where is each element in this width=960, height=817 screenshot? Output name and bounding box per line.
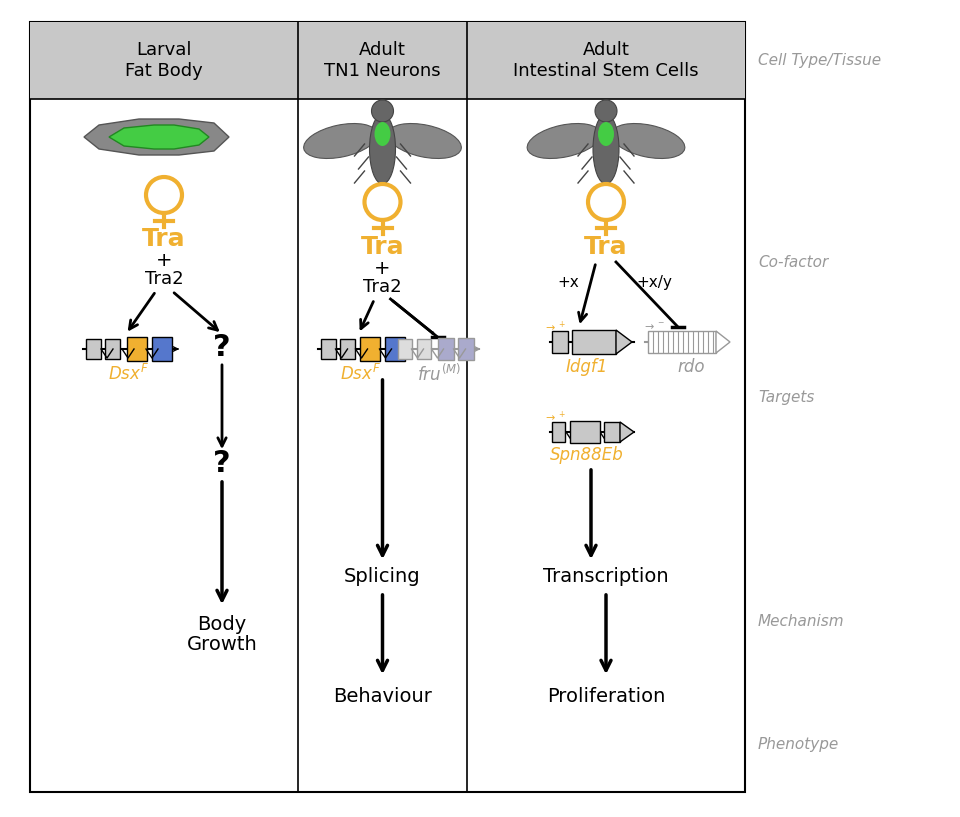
Polygon shape [616,330,632,354]
Polygon shape [84,119,229,155]
Text: Spn88Eb: Spn88Eb [550,446,624,464]
Bar [438,338,453,360]
Text: Growth: Growth [186,635,257,654]
Bar [321,339,335,359]
Text: $\rightarrow^+$: $\rightarrow^+$ [542,319,565,333]
Text: $fru^{(M)}$: $fru^{(M)}$ [418,364,462,385]
Polygon shape [109,125,209,149]
Polygon shape [716,331,730,353]
Bar [604,422,620,442]
Text: Behaviour: Behaviour [333,687,432,707]
Text: +: + [374,258,391,278]
Bar [417,339,430,359]
Text: $\rightarrow^-$: $\rightarrow^-$ [641,321,664,331]
Ellipse shape [303,123,377,158]
Bar [127,337,147,361]
Bar [385,337,404,361]
Polygon shape [620,422,634,442]
Text: Transcription: Transcription [543,568,669,587]
Text: Cell Type/Tissue: Cell Type/Tissue [758,52,881,68]
Text: Splicing: Splicing [345,568,420,587]
Bar [30,22,745,792]
Bar [105,339,120,359]
Bar [152,337,172,361]
Ellipse shape [598,122,614,146]
Ellipse shape [527,123,601,158]
Bar [340,339,354,359]
Bar [648,331,716,353]
Text: Tra: Tra [361,235,404,259]
Text: Body: Body [198,614,247,633]
Ellipse shape [388,123,462,158]
Text: $Dsx^F$: $Dsx^F$ [108,364,149,384]
Text: Proliferation: Proliferation [547,687,665,707]
Bar [397,339,412,359]
Text: +: + [156,251,172,270]
Text: Co-factor: Co-factor [758,255,828,270]
Text: Adult
Intestinal Stem Cells: Adult Intestinal Stem Cells [514,41,699,80]
Circle shape [595,100,617,122]
Text: Adult
TN1 Neurons: Adult TN1 Neurons [324,41,441,80]
Text: +x: +x [557,275,579,289]
Text: Larval
Fat Body: Larval Fat Body [125,41,203,80]
Bar [572,330,616,354]
Ellipse shape [612,123,684,158]
Bar [86,339,101,359]
Text: Idgf1: Idgf1 [565,358,609,376]
Text: $\rightarrow^+$: $\rightarrow^+$ [542,409,565,422]
Text: ?: ? [213,333,230,361]
Bar [552,422,565,442]
Bar [570,421,600,443]
Bar [458,338,473,360]
Ellipse shape [374,122,391,146]
Text: $Dsx^F$: $Dsx^F$ [340,364,381,384]
Bar [30,22,745,99]
Text: +x/y: +x/y [636,275,672,289]
Text: Targets: Targets [758,390,814,404]
Text: rdo: rdo [677,358,705,376]
Text: Tra2: Tra2 [363,278,402,296]
Ellipse shape [593,114,619,184]
Text: Tra: Tra [142,227,186,251]
Bar [359,337,379,361]
Text: Phenotype: Phenotype [758,738,839,752]
Text: Tra: Tra [585,235,628,259]
Text: Tra2: Tra2 [145,270,183,288]
Circle shape [372,100,394,122]
Ellipse shape [370,114,396,184]
Text: Mechanism: Mechanism [758,614,845,630]
Bar [552,331,568,353]
Text: ?: ? [213,449,230,477]
